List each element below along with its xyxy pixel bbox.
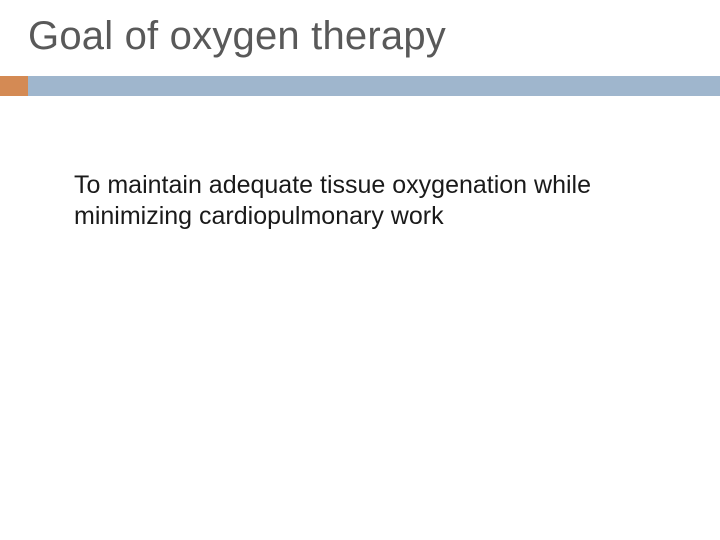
- accent-orange-block: [0, 76, 28, 96]
- slide: Goal of oxygen therapy To maintain adequ…: [0, 0, 720, 540]
- accent-blue-block: [28, 76, 720, 96]
- slide-body-text: To maintain adequate tissue oxygenation …: [74, 170, 660, 231]
- slide-title: Goal of oxygen therapy: [28, 14, 446, 59]
- accent-bar: [0, 76, 720, 96]
